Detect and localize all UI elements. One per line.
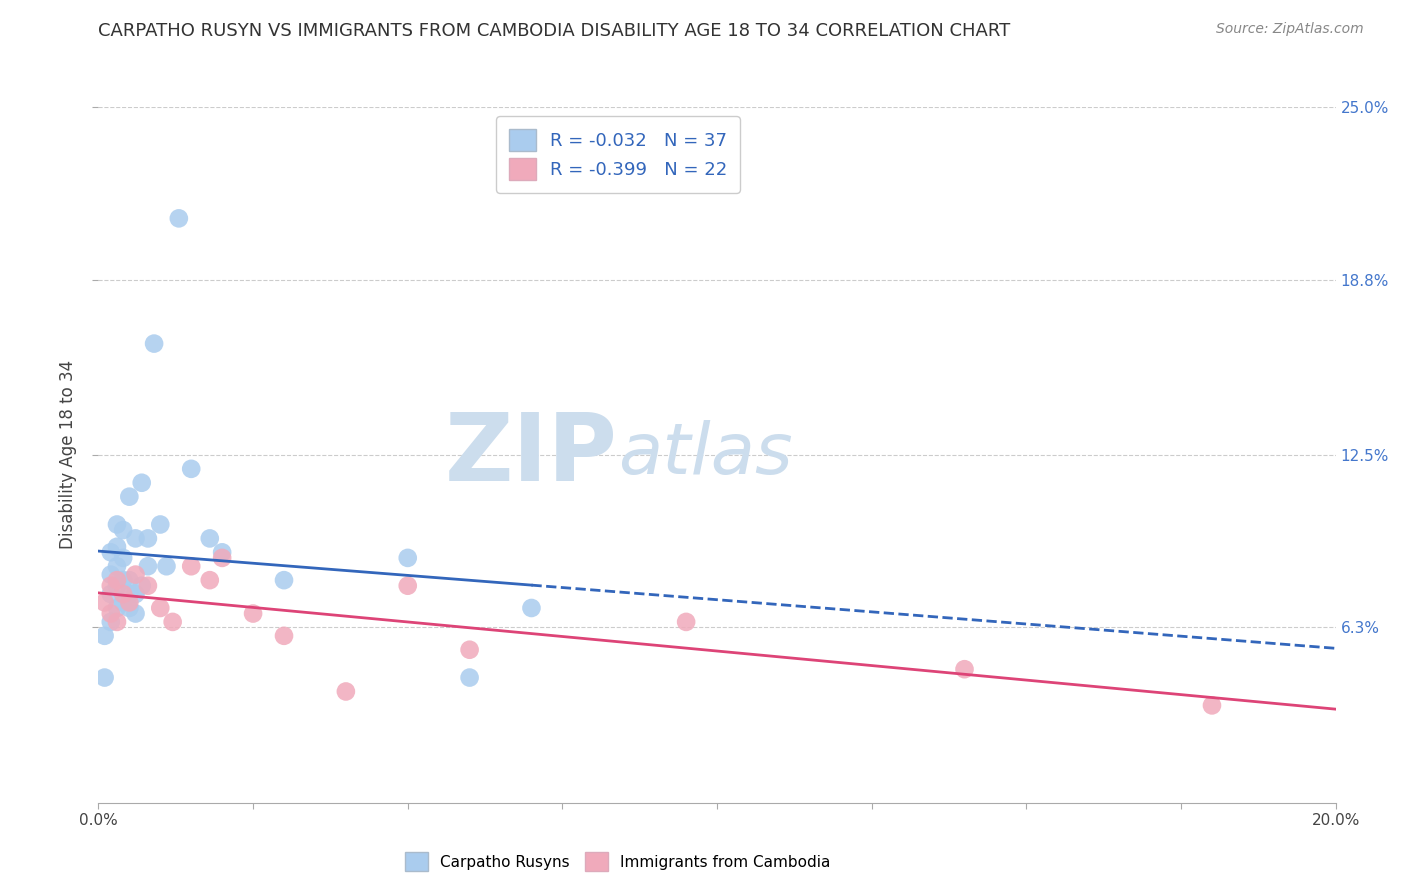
Text: Source: ZipAtlas.com: Source: ZipAtlas.com bbox=[1216, 22, 1364, 37]
Point bbox=[1201, 698, 1223, 713]
Point bbox=[273, 629, 295, 643]
Point bbox=[100, 587, 122, 601]
Y-axis label: Disability Age 18 to 34: Disability Age 18 to 34 bbox=[59, 360, 77, 549]
Point bbox=[124, 567, 146, 582]
Point bbox=[458, 671, 481, 685]
Point bbox=[273, 573, 295, 587]
Point bbox=[124, 587, 146, 601]
Point bbox=[155, 559, 177, 574]
Point bbox=[124, 607, 146, 621]
Point bbox=[100, 545, 122, 559]
Point bbox=[112, 587, 135, 601]
Point bbox=[105, 615, 128, 629]
Point bbox=[396, 550, 419, 565]
Point bbox=[131, 475, 153, 490]
Point bbox=[180, 559, 202, 574]
Point bbox=[675, 615, 697, 629]
Point bbox=[118, 595, 141, 609]
Point bbox=[136, 579, 159, 593]
Point bbox=[118, 587, 141, 601]
Point bbox=[520, 601, 543, 615]
Point bbox=[211, 545, 233, 559]
Point bbox=[953, 662, 976, 676]
Point bbox=[105, 559, 128, 574]
Point bbox=[112, 523, 135, 537]
Text: atlas: atlas bbox=[619, 420, 793, 490]
Point bbox=[211, 550, 233, 565]
Point bbox=[149, 601, 172, 615]
Point bbox=[112, 595, 135, 609]
Point bbox=[143, 336, 166, 351]
Point bbox=[93, 671, 115, 685]
Point bbox=[396, 579, 419, 593]
Point bbox=[149, 517, 172, 532]
Point bbox=[335, 684, 357, 698]
Point bbox=[167, 211, 190, 226]
Point bbox=[100, 615, 122, 629]
Point bbox=[136, 559, 159, 574]
Point bbox=[105, 573, 128, 587]
Point bbox=[118, 601, 141, 615]
Point bbox=[458, 642, 481, 657]
Point bbox=[136, 532, 159, 546]
Point bbox=[105, 579, 128, 593]
Point bbox=[105, 540, 128, 554]
Point bbox=[100, 579, 122, 593]
Point bbox=[105, 517, 128, 532]
Point bbox=[118, 490, 141, 504]
Point bbox=[162, 615, 184, 629]
Point bbox=[124, 532, 146, 546]
Point bbox=[180, 462, 202, 476]
Point bbox=[105, 601, 128, 615]
Point bbox=[93, 595, 115, 609]
Point bbox=[100, 607, 122, 621]
Point bbox=[93, 629, 115, 643]
Point bbox=[131, 579, 153, 593]
Point bbox=[118, 573, 141, 587]
Text: ZIP: ZIP bbox=[446, 409, 619, 501]
Point bbox=[198, 573, 221, 587]
Point bbox=[112, 573, 135, 587]
Point bbox=[112, 550, 135, 565]
Point bbox=[242, 607, 264, 621]
Legend: Carpatho Rusyns, Immigrants from Cambodia: Carpatho Rusyns, Immigrants from Cambodi… bbox=[398, 845, 838, 879]
Text: CARPATHO RUSYN VS IMMIGRANTS FROM CAMBODIA DISABILITY AGE 18 TO 34 CORRELATION C: CARPATHO RUSYN VS IMMIGRANTS FROM CAMBOD… bbox=[98, 22, 1011, 40]
Point bbox=[100, 567, 122, 582]
Point bbox=[198, 532, 221, 546]
